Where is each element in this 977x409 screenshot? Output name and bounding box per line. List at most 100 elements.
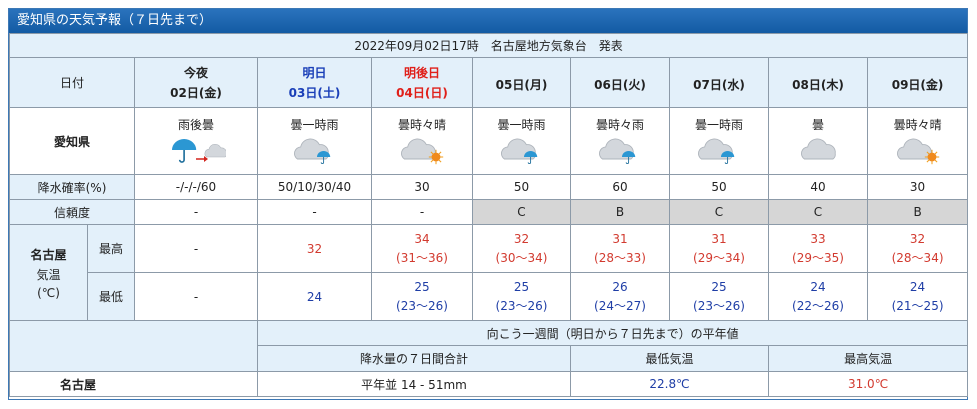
day-header: 今夜 02日(金) <box>134 57 258 108</box>
pop-cell: -/-/-/60 <box>134 174 258 200</box>
weather-icon-svg <box>172 138 226 163</box>
weather-text: 雨後曇 <box>177 117 214 132</box>
cloud-icon <box>401 138 436 159</box>
table-row: 最低 - 24 25 (23～26) 25 (23～26) 26 (24～27) 25 (23～26… <box>10 272 969 321</box>
low-value: - <box>193 289 199 304</box>
reliability-cell: C <box>768 199 868 225</box>
weather-text: 曇一時雨 <box>497 117 546 132</box>
normals-column: 降水量の７日間合計 <box>257 345 571 372</box>
day-name: 今夜 <box>183 66 208 80</box>
weather-icon <box>770 135 867 167</box>
day-date: 04日(日) <box>396 86 448 100</box>
day-header: 09日(金) <box>866 57 969 108</box>
reliability-cell: C <box>669 199 769 225</box>
low-range: (21～25) <box>891 298 944 313</box>
table-row: 降水量の７日間合計 最低気温 最高気温 <box>10 345 969 372</box>
temp-city-cell: 名古屋 気温 (℃) <box>9 224 88 321</box>
high-value: 32 <box>513 231 530 246</box>
temp-unit: (℃) <box>37 285 60 300</box>
sun-icon <box>428 149 444 164</box>
high-cell: 31 (28～33) <box>570 224 670 273</box>
date-label: 日付 <box>9 57 135 108</box>
high-value: 32 <box>306 241 323 256</box>
low-range: (23～26) <box>693 298 745 313</box>
day-date: 07日(水) <box>693 77 745 92</box>
weather-cell: 曇時々晴 <box>866 107 969 175</box>
high-range: (28～34) <box>891 250 944 265</box>
high-cell: 31 (29～34) <box>669 224 769 273</box>
normals-column: 最低気温 <box>570 345 769 372</box>
reliability-cell: B <box>570 199 670 225</box>
reliability-cell: - <box>371 199 473 225</box>
weather-text: 曇時々晴 <box>397 117 446 132</box>
day-header: 05日(月) <box>472 57 571 108</box>
umbrella-icon <box>523 150 537 164</box>
day-header: 明後日 04日(日) <box>371 57 473 108</box>
weather-icon <box>671 135 768 167</box>
normals-value: 平年並 14 - 51mm <box>257 371 571 397</box>
table-row: 愛知県 雨後曇 曇一時雨 曇時々晴 曇一時雨 曇時々雨 曇一時雨 曇 曇時々晴 <box>9 107 969 175</box>
low-cell: 25 (23～26) <box>669 272 769 321</box>
low-value: 25 <box>414 279 430 294</box>
high-value: - <box>193 241 199 256</box>
normals-city: 名古屋 <box>9 371 258 397</box>
high-value: 31 <box>612 231 628 246</box>
region-label: 愛知県 <box>9 107 135 175</box>
weather-icon-svg <box>698 138 735 164</box>
reliability-label: 信頼度 <box>9 199 135 225</box>
weather-icon <box>572 135 669 167</box>
low-value: 24 <box>909 279 926 294</box>
low-value: 25 <box>711 279 727 294</box>
day-header: 明日 03日(土) <box>257 57 372 108</box>
weather-cell: 曇時々晴 <box>371 107 473 175</box>
low-range: (23～26) <box>396 298 448 313</box>
high-cell: 32 (30～34) <box>472 224 571 273</box>
weather-icon-svg <box>896 138 939 164</box>
low-range: (23～26) <box>495 298 548 313</box>
reliability-cell: B <box>866 199 969 225</box>
weather-icon <box>259 135 371 167</box>
low-label: 最低 <box>87 272 135 321</box>
pop-cell: 30 <box>866 174 969 200</box>
low-value: 24 <box>810 279 826 294</box>
high-range: (30～34) <box>495 250 548 265</box>
weather-icon-svg <box>293 138 330 164</box>
low-range: (22～26) <box>792 298 844 313</box>
day-header: 06日(火) <box>570 57 670 108</box>
high-range: (31～36) <box>396 250 448 265</box>
low-cell: 26 (24～27) <box>570 272 670 321</box>
reliability-cell: C <box>472 199 571 225</box>
pop-cell: 60 <box>570 174 670 200</box>
weather-cell: 曇 <box>768 107 868 175</box>
issued-info: 2022年09月02日17時 名古屋地方気象台 発表 <box>8 33 969 58</box>
high-value: 33 <box>810 231 826 246</box>
weather-cell: 曇時々雨 <box>570 107 670 175</box>
weather-icon <box>869 135 967 167</box>
weather-icon-svg <box>401 138 444 164</box>
weather-cell: 曇一時雨 <box>669 107 769 175</box>
high-cell: 32 <box>257 224 372 273</box>
day-date: 06日(火) <box>594 77 646 92</box>
weather-text: 曇時々雨 <box>595 117 644 132</box>
weather-icon-svg <box>599 138 636 164</box>
table-row: 2022年09月02日17時 名古屋地方気象台 発表 <box>8 33 969 58</box>
high-cell: - <box>134 224 258 273</box>
high-range: (28～33) <box>594 250 646 265</box>
high-label: 最高 <box>87 224 135 273</box>
pop-label: 降水確率(%) <box>9 174 135 200</box>
high-cell: 34 (31～36) <box>371 224 473 273</box>
normals-column: 最高気温 <box>767 345 969 372</box>
umbrella-icon <box>316 150 330 164</box>
weather-cell: 曇一時雨 <box>472 107 571 175</box>
normals-title: 向こう一週間（明日から７日先まで）の平年値 <box>256 320 969 346</box>
high-value: 32 <box>909 231 926 246</box>
day-date: 02日(金) <box>170 86 222 100</box>
high-range: (29～35) <box>792 250 844 265</box>
umbrella-icon <box>172 138 197 163</box>
low-value: 24 <box>306 289 323 304</box>
day-name: 明後日 <box>403 66 440 80</box>
high-cell: 32 (28～34) <box>866 224 969 273</box>
table-row: 信頼度 - - - C B C C B <box>9 199 969 225</box>
temp-label: 気温 <box>36 267 61 282</box>
low-cell: 24 (21～25) <box>866 272 969 321</box>
